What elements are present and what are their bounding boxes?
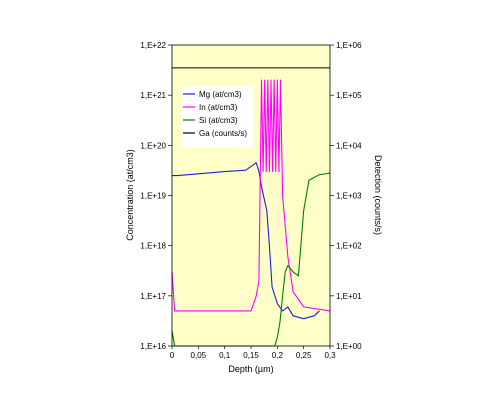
left-y-tick-label: 1,E+17 bbox=[140, 292, 166, 301]
x-tick-label: 0,1 bbox=[219, 351, 231, 360]
plot-frame bbox=[171, 44, 331, 347]
x-tick-label: 0 bbox=[170, 351, 175, 360]
left-y-tick-label: 1,E+18 bbox=[140, 242, 166, 251]
left-y-tick-label: 1,E+22 bbox=[140, 41, 166, 50]
x-tick-label: 0,2 bbox=[272, 351, 284, 360]
left-y-tick-label: 1,E+19 bbox=[140, 192, 166, 201]
right-y-tick-label: 1,E+06 bbox=[336, 41, 362, 50]
ticks-group: 0 0,05 0,1 0,15 0,2 0,25 0,3 1,E+16 1,E+17 1,E+18… bbox=[140, 41, 362, 360]
legend: Mg (at/cm3) In (at/cm3) Si (at/cm3) Ga (… bbox=[181, 86, 253, 148]
legend-si-label: Si (at/cm3) bbox=[199, 116, 238, 125]
right-axis-title: Detection (counts/s) bbox=[373, 155, 383, 235]
left-axis-title: Concentration (at/cm3) bbox=[125, 149, 135, 241]
series-mg-line bbox=[172, 162, 320, 320]
left-y-tick-label: 1,E+21 bbox=[140, 91, 166, 100]
x-axis-title: Depth (µm) bbox=[228, 364, 273, 374]
right-y-tick-label: 1,E+00 bbox=[336, 342, 362, 351]
legend-ga-label: Ga (counts/s) bbox=[199, 129, 247, 138]
x-tick-label: 0,05 bbox=[191, 351, 207, 360]
legend-in-label: In (at/cm3) bbox=[199, 103, 238, 112]
x-tick-label: 0,3 bbox=[324, 351, 336, 360]
right-y-tick-label: 1,E+01 bbox=[336, 292, 362, 301]
series-in-line bbox=[171, 79, 331, 312]
legend-mg-label: Mg (at/cm3) bbox=[199, 90, 242, 99]
right-y-tick-label: 1,E+02 bbox=[336, 242, 362, 251]
left-y-tick-label: 1,E+20 bbox=[140, 141, 166, 150]
left-y-tick-label: 1,E+16 bbox=[140, 342, 166, 351]
x-tick-label: 0,25 bbox=[296, 351, 312, 360]
right-y-tick-label: 1,E+03 bbox=[336, 192, 362, 201]
legend-box bbox=[181, 86, 253, 148]
x-tick-label: 0,15 bbox=[243, 351, 259, 360]
right-y-tick-label: 1,E+04 bbox=[336, 141, 362, 150]
right-y-tick-label: 1,E+05 bbox=[336, 91, 362, 100]
